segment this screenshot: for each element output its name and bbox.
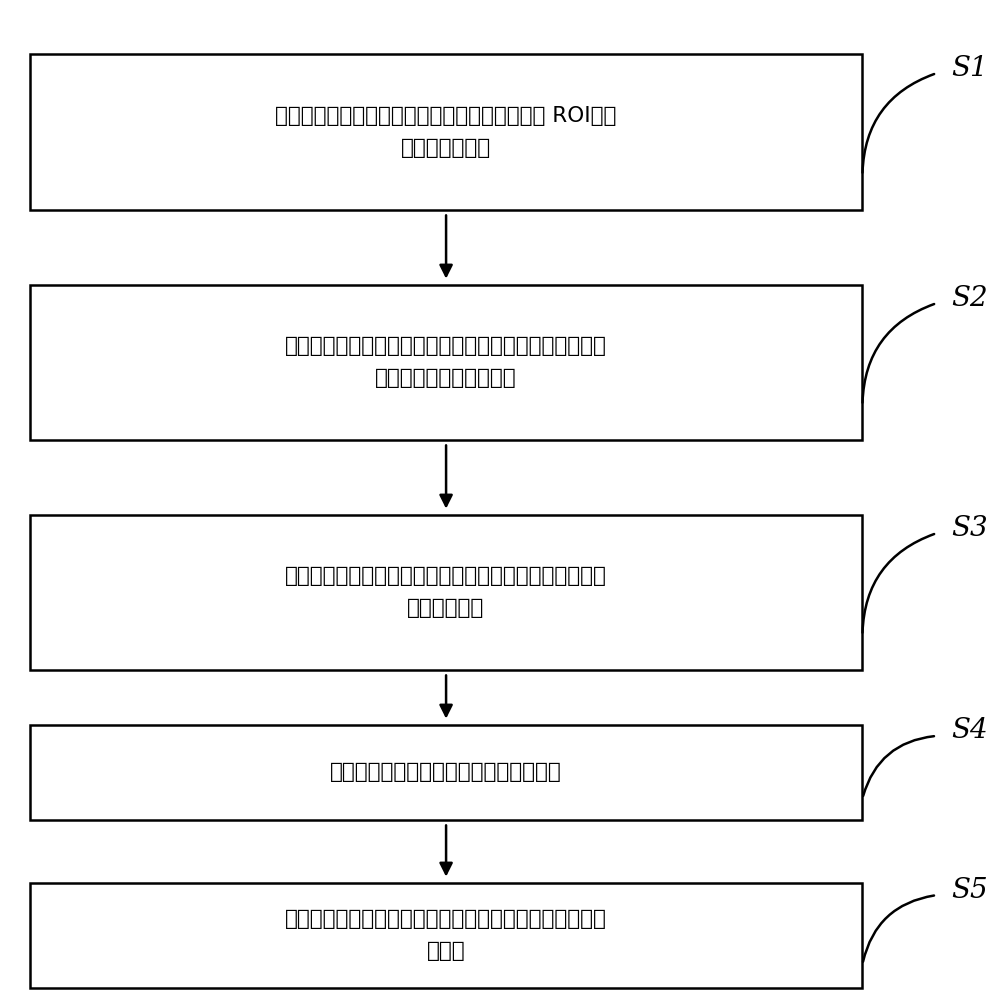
Text: 对摄像机采集到的投影在工件上的初始图像采用 ROI，提
取目标区域图像: 对摄像机采集到的投影在工件上的初始图像采用 ROI，提 取目标区域图像 <box>275 106 617 158</box>
Bar <box>30 54 862 210</box>
Bar <box>30 515 862 670</box>
Text: 对目标区域图像进行中值滤波，改善尖峰性干扰效果，保
持边缘的陡峭，去除干扰: 对目标区域图像进行中值滤波，改善尖峰性干扰效果，保 持边缘的陡峭，去除干扰 <box>285 336 607 388</box>
Bar <box>30 724 862 820</box>
Text: S3: S3 <box>951 515 988 542</box>
Text: 对中值滤波后的图像进行灰度化处理和二值化处理，提高
图像处理效率: 对中值滤波后的图像进行灰度化处理和二值化处理，提高 图像处理效率 <box>285 566 607 618</box>
Text: S1: S1 <box>951 55 988 82</box>
Text: S2: S2 <box>951 285 988 312</box>
Text: 根据处理后的焊缝图像计算得到焊缝信息以及判断焊缝空
间位置: 根据处理后的焊缝图像计算得到焊缝信息以及判断焊缝空 间位置 <box>285 909 607 961</box>
Text: S4: S4 <box>951 717 988 744</box>
Text: 采用开操作处理所述二值化后的焊缝图像: 采用开操作处理所述二值化后的焊缝图像 <box>330 762 562 782</box>
Text: S5: S5 <box>951 877 988 904</box>
Bar <box>30 883 862 988</box>
Bar <box>30 284 862 440</box>
